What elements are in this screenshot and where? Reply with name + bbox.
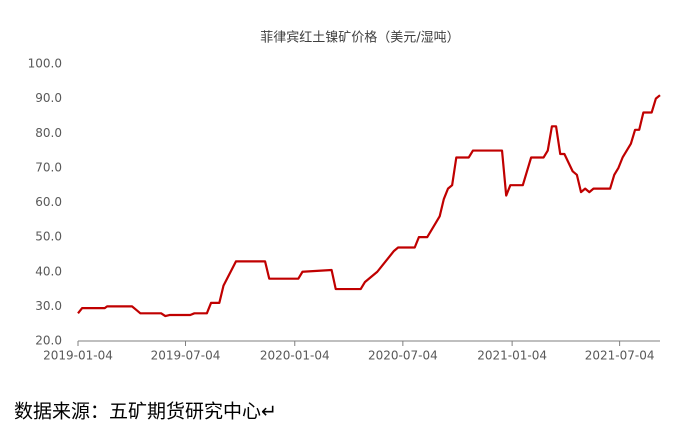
- y-tick-label: 30.0: [35, 299, 62, 313]
- y-tick-label: 50.0: [35, 230, 62, 244]
- y-tick-label: 40.0: [35, 264, 62, 278]
- y-tick-label: 100.0: [28, 57, 62, 71]
- x-tick-label: 2019-07-04: [151, 349, 221, 363]
- x-tick-label: 2021-07-04: [585, 349, 655, 363]
- y-tick-label: 60.0: [35, 195, 62, 209]
- line: [77, 94, 661, 318]
- y-tick-label: 20.0: [35, 334, 62, 348]
- source-note: 数据来源：五矿期货研究中心↵: [14, 401, 277, 423]
- x-tick-label: 2020-01-04: [260, 349, 330, 363]
- y-tick-label: 80.0: [35, 126, 62, 140]
- chart-title: 菲律宾红土镍矿价格（美元/湿吨）: [260, 30, 459, 46]
- y-tick-label: 70.0: [35, 160, 62, 174]
- x-tick-label: 2019-01-04: [43, 349, 113, 363]
- y-tick-label: 90.0: [35, 91, 62, 105]
- x-tick-label: 2021-01-04: [477, 349, 547, 363]
- x-tick-label: 2020-07-04: [368, 349, 438, 363]
